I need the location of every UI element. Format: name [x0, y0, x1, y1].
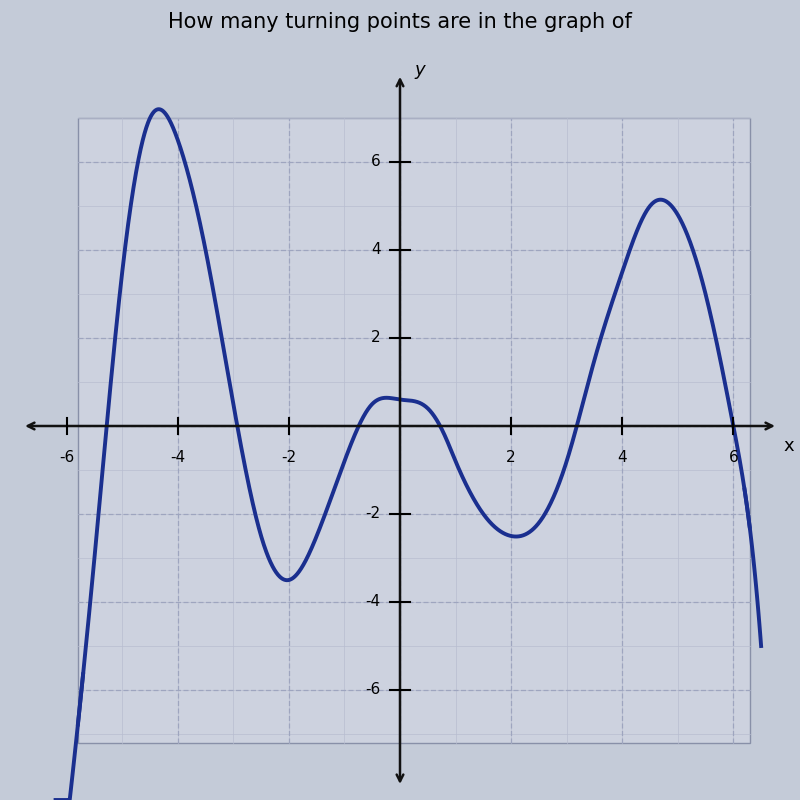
Bar	[78, 118, 750, 742]
Text: x: x	[783, 437, 794, 454]
Text: 6: 6	[371, 154, 381, 170]
Text: 2: 2	[506, 450, 516, 465]
Text: 2: 2	[371, 330, 381, 346]
Text: -2: -2	[282, 450, 297, 465]
Text: How many turning points are in the graph of: How many turning points are in the graph…	[168, 12, 632, 32]
Text: -6: -6	[366, 682, 381, 698]
Text: -2: -2	[366, 506, 381, 522]
Text: 4: 4	[371, 242, 381, 258]
Text: 6: 6	[729, 450, 738, 465]
Text: -4: -4	[170, 450, 186, 465]
Text: -4: -4	[366, 594, 381, 610]
Text: y: y	[414, 61, 425, 78]
Text: 4: 4	[618, 450, 627, 465]
Text: -6: -6	[59, 450, 74, 465]
